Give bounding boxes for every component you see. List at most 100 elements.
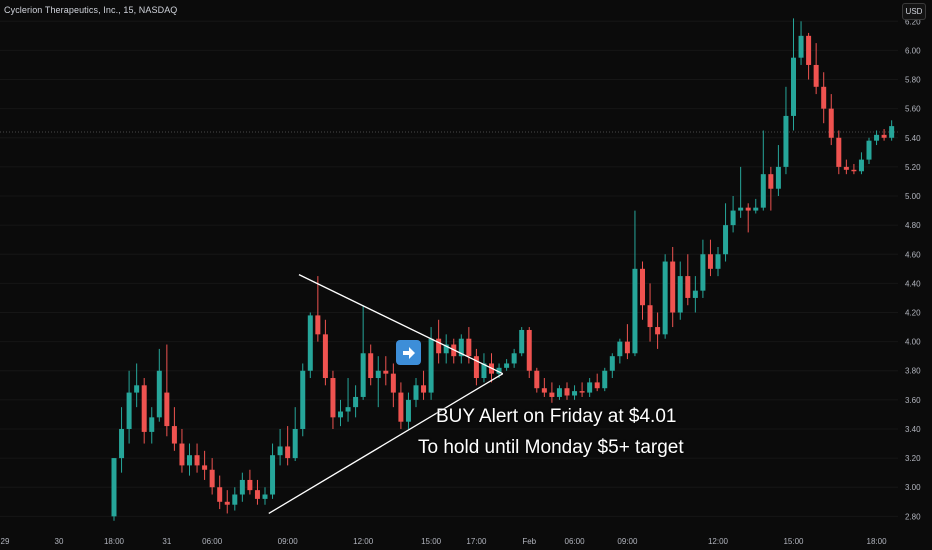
candle-body <box>390 373 396 393</box>
price-axis[interactable]: 6.20 6.00 5.80 5.60 5.40 5.20 5.00 4.80 4.60 4.40… <box>898 0 932 550</box>
y-tick-label: 3.40 <box>905 425 921 434</box>
candle-body <box>443 344 449 354</box>
candle-body <box>504 363 510 368</box>
candle-body <box>549 392 555 397</box>
candle-body <box>315 315 321 335</box>
candle-body <box>322 334 328 379</box>
candle-body <box>783 115 789 167</box>
candle-body <box>300 370 306 429</box>
candle-body <box>164 392 170 427</box>
candle-body <box>473 356 479 379</box>
y-tick-label: 3.20 <box>905 454 921 463</box>
candle-body <box>723 225 729 255</box>
candle-body <box>217 487 223 502</box>
candle-body <box>609 356 615 371</box>
candle-body <box>821 86 827 109</box>
candle-body <box>602 370 608 389</box>
target-text: To hold until Monday $5+ target <box>418 437 684 458</box>
buy-alert-text: BUY Alert on Friday at $4.01 <box>436 406 677 427</box>
candle-body <box>224 501 230 505</box>
x-tick-label: 15:00 <box>421 537 442 546</box>
y-tick-label: 4.60 <box>905 250 921 259</box>
y-tick-label: 5.00 <box>905 192 921 201</box>
candle-body <box>254 490 260 499</box>
candle-body <box>405 399 411 422</box>
y-tick-label: 2.80 <box>905 512 921 521</box>
candle-body <box>338 411 343 418</box>
y-tick-label: 5.80 <box>905 76 921 85</box>
time-axis[interactable]: 29 30 18:00 31 06:00 09:00 12:00 15:00 17:00 Feb 0… <box>0 531 932 550</box>
candle-body <box>843 166 849 170</box>
candle-body <box>624 341 630 354</box>
candle-body <box>655 327 661 335</box>
x-tick-label: 06:00 <box>202 537 223 546</box>
y-tick-label: 5.60 <box>905 105 921 114</box>
candle-body <box>202 465 208 470</box>
candle-body <box>428 338 434 393</box>
y-tick-label: 3.00 <box>905 483 921 492</box>
price-axis-bg <box>898 0 932 550</box>
candle-body <box>587 382 593 393</box>
x-tick-label: 06:00 <box>565 537 586 546</box>
candle-body <box>413 385 419 400</box>
x-tick-label: 18:00 <box>867 537 888 546</box>
price-gridlines <box>0 20 898 517</box>
candle-body <box>239 479 245 495</box>
currency-button[interactable]: USD <box>902 3 926 20</box>
candle-body <box>345 407 351 412</box>
candle-body <box>171 426 177 444</box>
candle-body <box>828 108 834 138</box>
candle-body <box>534 370 540 389</box>
candle-body <box>247 479 253 491</box>
candle-body <box>556 388 562 397</box>
triangle-trendlines <box>268 274 504 514</box>
x-tick-label: 17:00 <box>466 537 487 546</box>
candle-body <box>353 396 359 408</box>
candle-body <box>270 455 276 495</box>
candle-body <box>511 353 517 364</box>
candle-body <box>881 134 887 138</box>
candle-body <box>277 446 283 456</box>
trendline <box>298 274 504 375</box>
candle-body <box>813 64 819 87</box>
x-tick-label: 30 <box>55 537 64 546</box>
candle-body <box>179 443 185 466</box>
candle-body <box>745 207 751 211</box>
trendline <box>268 373 504 514</box>
y-tick-label: 3.80 <box>905 367 921 376</box>
candle-body <box>874 134 880 141</box>
candle-body <box>806 35 812 65</box>
candle-body <box>617 341 623 357</box>
candle-body <box>368 353 374 379</box>
arrow-right-icon <box>396 340 421 365</box>
candle-body <box>496 367 502 374</box>
candle-body <box>126 392 132 429</box>
candle-body <box>579 391 585 393</box>
candles <box>111 18 895 521</box>
x-tick-label: 09:00 <box>278 537 299 546</box>
candle-body <box>647 305 653 328</box>
candle-body <box>481 363 487 379</box>
x-tick-label: 12:00 <box>708 537 729 546</box>
candle-body <box>519 329 525 354</box>
x-tick-label: 31 <box>162 537 171 546</box>
symbol-title: Cyclerion Therapeutics, Inc., 15, NASDAQ <box>4 5 178 15</box>
candle-body <box>730 210 736 226</box>
candle-body <box>292 428 298 459</box>
candle-body <box>119 428 125 459</box>
candle-body <box>760 174 766 208</box>
y-tick-label: 3.60 <box>905 396 921 405</box>
candle-body <box>753 207 759 211</box>
candle-body <box>111 458 117 517</box>
candle-body <box>307 315 313 371</box>
candle-body <box>526 329 532 371</box>
candle-body <box>194 455 200 466</box>
candle-body <box>692 290 698 298</box>
candle-body <box>421 385 427 393</box>
candle-body <box>640 268 645 306</box>
y-tick-label: 4.80 <box>905 221 921 230</box>
y-tick-label: 5.40 <box>905 134 921 143</box>
candle-body <box>738 207 744 211</box>
x-tick-label: 09:00 <box>617 537 638 546</box>
